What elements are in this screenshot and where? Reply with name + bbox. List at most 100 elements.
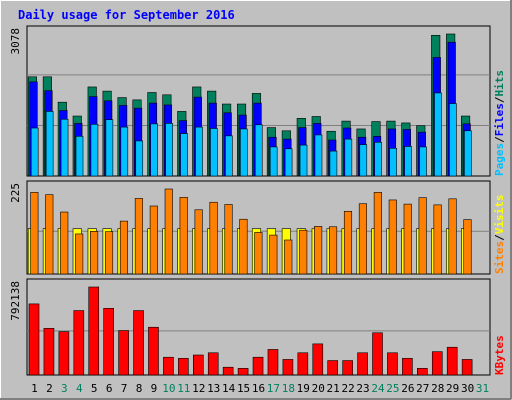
bar-sites-day-5 [90, 231, 99, 275]
bar-sites-day-24 [373, 192, 382, 275]
chart-panels: 3078Pages/Files/Hits225Sites/Visits79213… [9, 25, 506, 376]
bar-pages-day-3 [60, 118, 69, 177]
bar-sites-day-23 [358, 203, 367, 275]
bar-sites-day-26 [403, 203, 412, 275]
y-max-label: 225 [9, 183, 22, 203]
bar-kbytes-day-1 [28, 303, 40, 376]
legend-slash: / [493, 96, 506, 103]
x-tick-day-30: 30 [461, 382, 474, 395]
bar-kbytes-day-28 [431, 351, 443, 376]
bar-pages-day-13 [210, 128, 218, 177]
bar-kbytes-day-11 [178, 358, 189, 376]
bar-kbytes-day-16 [252, 356, 264, 376]
bar-pages-day-16 [254, 124, 263, 177]
x-tick-day-16: 16 [252, 382, 265, 395]
bar-pages-day-28 [434, 92, 442, 177]
x-axis-labels: 1 2 3 4 5 6 7 8 9 10 11 12 13 14 15 16 17 18 19 20 21 22 23 24 2… [31, 382, 489, 395]
bar-kbytes-day-10 [163, 356, 174, 376]
x-tick-day-10: 10 [162, 382, 175, 395]
x-tick-day-21: 21 [327, 382, 340, 395]
bar-sites-day-7 [119, 220, 129, 275]
bar-kbytes-day-29 [446, 346, 458, 376]
x-tick-day-11: 11 [177, 382, 190, 395]
x-tick-day-26: 26 [401, 382, 414, 395]
bar-sites-day-3 [60, 211, 69, 275]
bar-sites-day-18 [284, 239, 293, 275]
bar-pages-day-4 [75, 136, 84, 177]
bar-kbytes-day-25 [387, 352, 398, 376]
bar-kbytes-day-9 [148, 326, 159, 376]
bar-kbytes-day-14 [222, 366, 234, 376]
bar-pages-day-10 [165, 123, 173, 177]
bar-kbytes-day-4 [73, 310, 85, 376]
bar-sites-day-20 [314, 226, 323, 275]
x-tick-day-7: 7 [121, 382, 128, 395]
bar-kbytes-day-8 [133, 310, 144, 376]
bar-sites-day-17 [269, 234, 278, 275]
x-tick-day-20: 20 [312, 382, 325, 395]
legend-kbytes: KBytes [493, 335, 506, 375]
y-max-label: 792138 [9, 281, 22, 321]
bar-pages-day-19 [299, 144, 308, 177]
bar-kbytes-day-20 [312, 343, 324, 376]
bar-kbytes-day-23 [357, 352, 368, 376]
chart-title: Daily usage for September 2016 [18, 8, 235, 22]
bar-sites-day-22 [343, 210, 353, 275]
bar-sites-day-27 [418, 197, 427, 275]
bar-sites-day-10 [164, 188, 173, 275]
bar-kbytes-day-21 [327, 360, 339, 376]
bar-pages-day-7 [120, 126, 129, 177]
bar-pages-day-22 [344, 138, 353, 177]
bar-pages-day-14 [225, 135, 233, 177]
x-tick-day-27: 27 [416, 382, 429, 395]
bar-pages-day-11 [180, 133, 188, 177]
bar-pages-day-9 [150, 123, 158, 177]
x-tick-day-19: 19 [297, 382, 310, 395]
x-tick-day-29: 29 [446, 382, 459, 395]
bar-pages-day-30 [464, 130, 472, 177]
x-tick-day-18: 18 [282, 382, 295, 395]
bar-sites-day-8 [134, 198, 143, 275]
bar-pages-day-5 [90, 124, 99, 177]
x-tick-day-6: 6 [106, 382, 113, 395]
bar-kbytes-day-27 [417, 368, 428, 376]
bar-pages-day-29 [449, 103, 457, 177]
legend-visits: Visits [493, 195, 506, 235]
x-tick-day-9: 9 [151, 382, 158, 395]
x-tick-day-15: 15 [237, 382, 250, 395]
bar-sites-day-4 [75, 233, 84, 275]
bar-pages-day-20 [314, 134, 323, 177]
x-tick-day-22: 22 [341, 382, 354, 395]
panel-hits-files-pages: 3078 Pages/Files/Hits [9, 25, 506, 177]
right-axis-legend: Sites/Visits [493, 195, 506, 275]
bar-kbytes-day-3 [58, 331, 70, 376]
bar-pages-day-23 [359, 144, 368, 177]
bar-sites-day-1 [30, 192, 39, 275]
right-axis-legend: Pages/Files/Hits [493, 70, 506, 176]
legend-pages: Pages [493, 143, 506, 176]
bar-sites-day-12 [194, 209, 203, 275]
legend-sites: Sites [493, 241, 506, 274]
bar-kbytes-day-6 [103, 308, 114, 376]
x-tick-day-23: 23 [356, 382, 369, 395]
bar-kbytes-day-19 [297, 352, 309, 376]
bar-kbytes-day-5 [88, 286, 100, 376]
legend-slash: / [493, 136, 506, 143]
bar-sites-day-28 [433, 204, 442, 275]
x-tick-day-14: 14 [222, 382, 236, 395]
bar-sites-day-25 [388, 199, 397, 275]
bar-sites-day-13 [209, 201, 218, 275]
bar-sites-day-16 [254, 232, 263, 275]
panel-visits-sites: 225 Sites/Visits [9, 180, 506, 275]
bar-pages-day-27 [419, 146, 427, 177]
bar-pages-day-17 [269, 146, 278, 177]
x-tick-day-2: 2 [46, 382, 53, 395]
x-tick-day-5: 5 [91, 382, 98, 395]
x-tick-day-12: 12 [192, 382, 205, 395]
bar-pages-day-24 [374, 142, 383, 177]
y-max-label: 3078 [9, 28, 22, 55]
bar-pages-day-12 [195, 126, 203, 177]
bar-kbytes-day-30 [461, 359, 473, 376]
bar-kbytes-day-15 [237, 368, 249, 376]
x-tick-day-3: 3 [61, 382, 68, 395]
